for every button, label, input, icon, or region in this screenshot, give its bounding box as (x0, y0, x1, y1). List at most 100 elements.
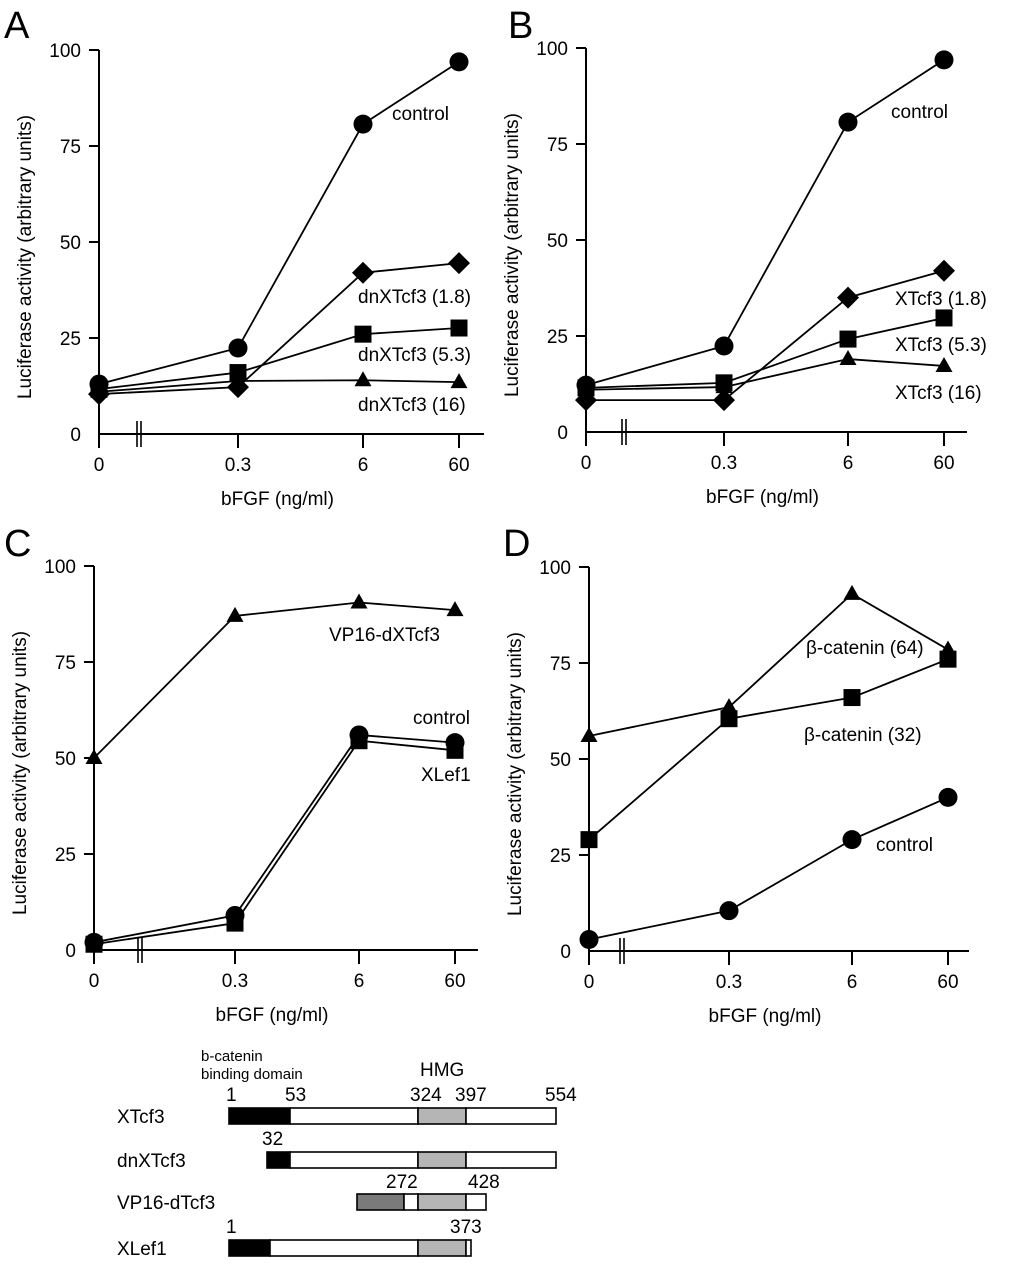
series-label: dnXTcf3 (5.3) (358, 345, 471, 366)
data-point-diamond (933, 259, 955, 282)
data-point-triangle (354, 371, 372, 387)
data-point-diamond (448, 252, 470, 275)
x-axis-label: bFGF (ng/ml) (221, 489, 334, 510)
construct-xtcf3: XTcf3 1 53 324 397 554 (117, 1085, 577, 1128)
y-tick-label: 75 (55, 653, 76, 674)
domain-segment (465, 1151, 557, 1169)
x-tick-label: 60 (448, 455, 469, 476)
series-label: dnXTcf3 (16) (358, 395, 466, 416)
series-line-1 (586, 269, 945, 402)
data-point-diamond (713, 389, 735, 412)
x-tick-label: 6 (847, 972, 858, 993)
series-label: XTcf3 (16) (895, 383, 982, 404)
x-tick-label: 6 (358, 455, 369, 476)
series-label: β-catenin (32) (804, 725, 922, 746)
y-axis-label: Luciferase activity (arbitrary units) (505, 632, 526, 916)
series-line-1 (588, 658, 949, 841)
x-tick-label: 6 (354, 971, 365, 992)
data-point-square (446, 741, 464, 759)
y-tick-label: 50 (60, 233, 81, 254)
x-tick-label: 60 (937, 972, 958, 993)
domain-segment (417, 1151, 467, 1169)
data-point-triangle (350, 593, 368, 609)
y-tick-label: 25 (550, 846, 571, 867)
series-line-2 (588, 796, 949, 941)
series-line-2 (93, 739, 456, 946)
domain-segment (403, 1193, 419, 1211)
data-point-square (85, 935, 103, 953)
data-point-triangle (715, 378, 733, 394)
domain-segment (465, 1107, 557, 1125)
y-tick-label: 50 (55, 749, 76, 770)
binding-domain-label: b-catenin (201, 1048, 263, 1065)
data-point-square (450, 319, 468, 337)
data-point-triangle (226, 606, 244, 622)
data-point-square (354, 325, 372, 343)
series-label: XLef1 (421, 765, 471, 786)
data-point-circle (938, 787, 958, 807)
y-tick-label: 0 (557, 423, 568, 444)
panel-letter: D (503, 523, 530, 565)
data-point-diamond (352, 261, 374, 284)
panel-d: D 0 25 50 75 100 0 0.3 6 60 bFGF (ng/ml) Luciferase… (503, 523, 969, 1027)
construct-xlef1: XLef1 1 373 (117, 1217, 482, 1260)
series-label: VP16-dXTcf3 (329, 625, 440, 646)
domain-segment (465, 1193, 487, 1211)
y-tick-label: 75 (547, 135, 568, 156)
series-line-1 (93, 734, 456, 944)
y-tick-label: 50 (547, 231, 568, 252)
y-tick-label: 25 (60, 329, 81, 350)
data-point-triangle (85, 749, 103, 764)
x-tick-label: 0 (94, 455, 105, 476)
series-label: control (876, 835, 933, 856)
data-point-triangle (935, 356, 953, 372)
x-tick-label: 6 (843, 453, 854, 474)
series-line-0 (588, 592, 949, 737)
data-point-circle (714, 336, 734, 356)
residue-number: 397 (455, 1085, 487, 1106)
domain-segment (417, 1107, 467, 1125)
domain-segment (228, 1107, 291, 1125)
data-point-circle (353, 114, 373, 134)
data-point-triangle (839, 350, 857, 366)
panel-letter: C (4, 523, 31, 565)
data-point-triangle (577, 380, 595, 396)
residue-number: 1 (226, 1217, 237, 1238)
y-axis-label: Luciferase activity (arbitrary units) (502, 113, 523, 397)
series-label: XTcf3 (5.3) (895, 335, 987, 356)
series-label: XTcf3 (1.8) (895, 289, 987, 310)
y-axis-label: Luciferase activity (arbitrary units) (10, 631, 31, 915)
x-tick-label: 0.3 (222, 971, 248, 992)
series-line-2 (585, 317, 945, 389)
x-tick-label: 0 (89, 971, 100, 992)
series-label: β-catenin (64) (806, 638, 924, 659)
panel-letter: A (4, 5, 30, 47)
domain-segment (289, 1151, 419, 1169)
data-point-square (226, 914, 244, 932)
data-point-triangle (843, 584, 861, 600)
construct-vp16-dtcf3: VP16-dTcf3 272 428 (117, 1172, 500, 1214)
series-line-3 (98, 379, 460, 393)
x-tick-label: 0.3 (225, 455, 251, 476)
construct-name: XTcf3 (117, 1107, 165, 1128)
series-label: dnXTcf3 (1.8) (358, 287, 471, 308)
y-tick-label: 100 (539, 558, 571, 579)
residue-number: 554 (545, 1085, 577, 1106)
y-tick-label: 75 (60, 137, 81, 158)
y-tick-label: 100 (44, 557, 76, 578)
residue-number: 32 (262, 1129, 283, 1150)
residue-number: 272 (386, 1172, 418, 1193)
data-point-circle (228, 338, 248, 358)
data-point-circle (719, 901, 739, 921)
series-line-3 (585, 358, 945, 391)
data-point-diamond (837, 286, 859, 309)
series-line-0 (93, 601, 456, 759)
data-point-triangle (90, 382, 108, 398)
x-tick-label: 0 (584, 972, 595, 993)
domain-segment (289, 1107, 419, 1125)
construct-name: dnXTcf3 (117, 1151, 186, 1172)
series-line-0 (98, 61, 460, 385)
y-tick-label: 75 (550, 654, 571, 675)
